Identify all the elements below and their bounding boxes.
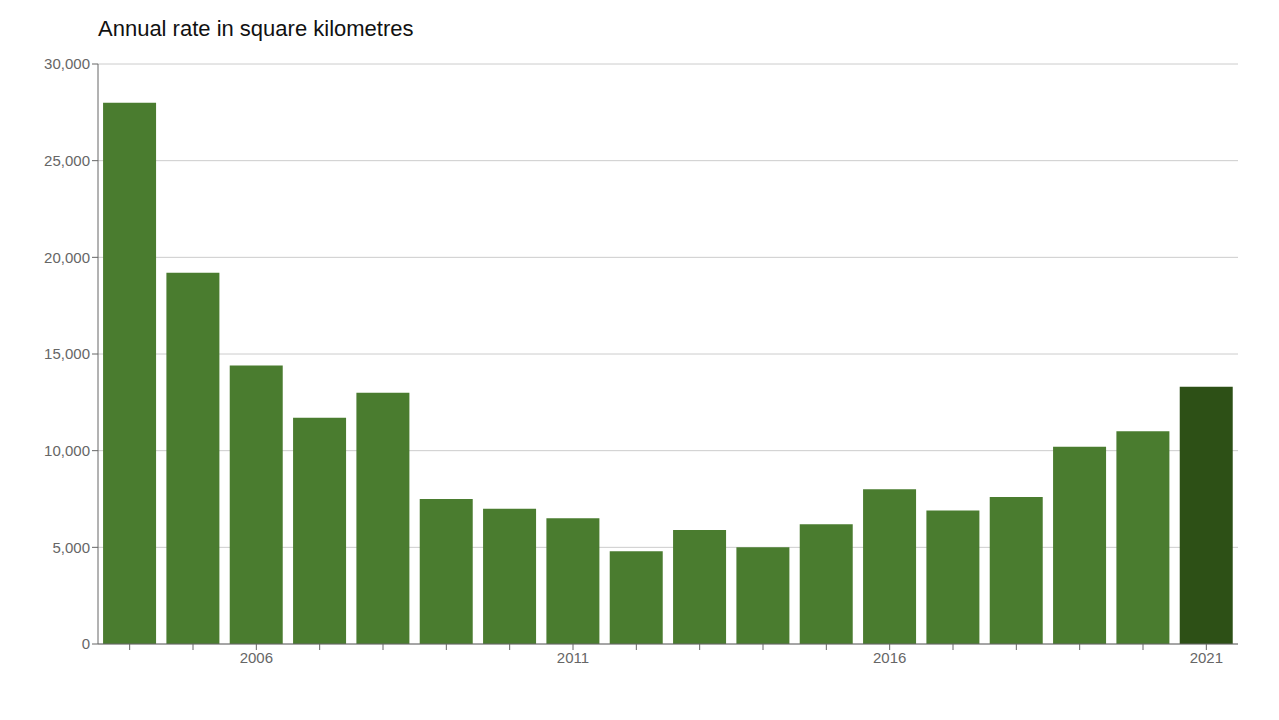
svg-text:15,000: 15,000 [44,345,90,362]
svg-text:0: 0 [82,635,90,652]
svg-text:30,000: 30,000 [44,55,90,72]
svg-text:10,000: 10,000 [44,442,90,459]
svg-text:2021: 2021 [1190,649,1223,666]
html-text:Annual rate in square kilometr: Annual rate in square kilometres [98,16,414,41]
svg-text:20,000: 20,000 [44,249,90,266]
svg-text:2011: 2011 [557,649,589,666]
svg-text:2016: 2016 [873,649,906,666]
svg-text:2006: 2006 [240,649,273,666]
svg-text:5,000: 5,000 [52,539,90,556]
svg-text:25,000: 25,000 [44,152,90,169]
